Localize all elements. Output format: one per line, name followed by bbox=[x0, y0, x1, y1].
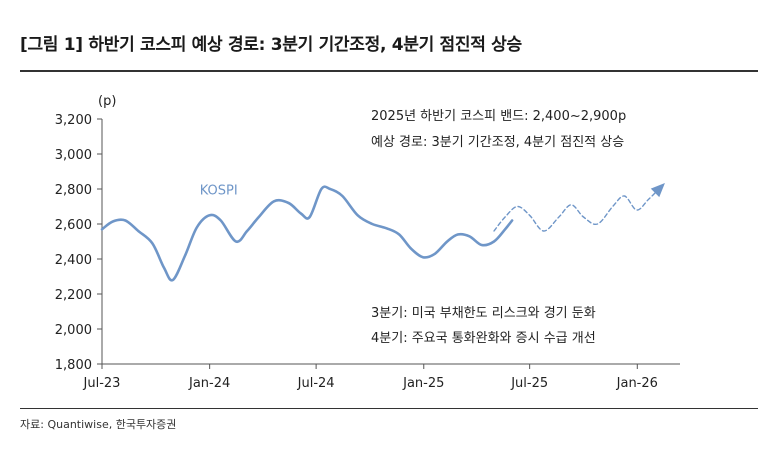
y-tick-label: 2,800 bbox=[55, 183, 92, 198]
y-tick-label: 1,800 bbox=[55, 358, 92, 373]
annotation-q4: 4분기: 주요국 통화완화와 증시 수급 개선 bbox=[371, 331, 596, 346]
y-tick-label: 3,200 bbox=[55, 113, 92, 128]
series-label-kospi: KOSPI bbox=[200, 183, 238, 198]
kospi-line bbox=[100, 185, 514, 282]
source-rule bbox=[20, 408, 758, 409]
x-tick-label: Jan-26 bbox=[616, 376, 658, 391]
series-layer bbox=[100, 183, 665, 282]
x-tick-label: Jul-23 bbox=[83, 376, 121, 391]
x-axis-ticks: Jul-23 Jan-24 Jul-24 Jan-25 Jul-25 Jan-26 bbox=[83, 364, 658, 391]
y-axis-ticks: 1,800 2,000 2,200 2,400 2,600 2,800 3,000 3,200 bbox=[55, 113, 102, 373]
source-note: 자료: Quantiwise, 한국투자증권 bbox=[20, 418, 177, 431]
forecast-arrow-icon bbox=[650, 183, 665, 198]
title-rule bbox=[20, 70, 758, 72]
annotation-q3: 3분기: 미국 부채한도 리스크와 경기 둔화 bbox=[371, 306, 596, 321]
annotation-path: 예상 경로: 3분기 기간조정, 4분기 점진적 상승 bbox=[371, 135, 624, 150]
y-tick-label: 2,400 bbox=[55, 253, 92, 268]
y-tick-label: 2,000 bbox=[55, 323, 92, 338]
y-tick-label: 2,600 bbox=[55, 218, 92, 233]
x-tick-label: Jan-24 bbox=[188, 376, 230, 391]
y-tick-label: 3,000 bbox=[55, 148, 92, 163]
y-unit-label: (p) bbox=[98, 94, 116, 109]
x-tick-label: Jan-25 bbox=[402, 376, 444, 391]
y-tick-label: 2,200 bbox=[55, 288, 92, 303]
x-tick-label: Jul-24 bbox=[297, 376, 335, 391]
figure-title: [그림 1] 하반기 코스피 예상 경로: 3분기 기간조정, 4분기 점진적 … bbox=[20, 35, 522, 55]
x-tick-label: Jul-25 bbox=[510, 376, 548, 391]
forecast-line bbox=[493, 186, 662, 232]
annotation-band: 2025년 하반기 코스피 밴드: 2,400~2,900p bbox=[371, 109, 626, 124]
